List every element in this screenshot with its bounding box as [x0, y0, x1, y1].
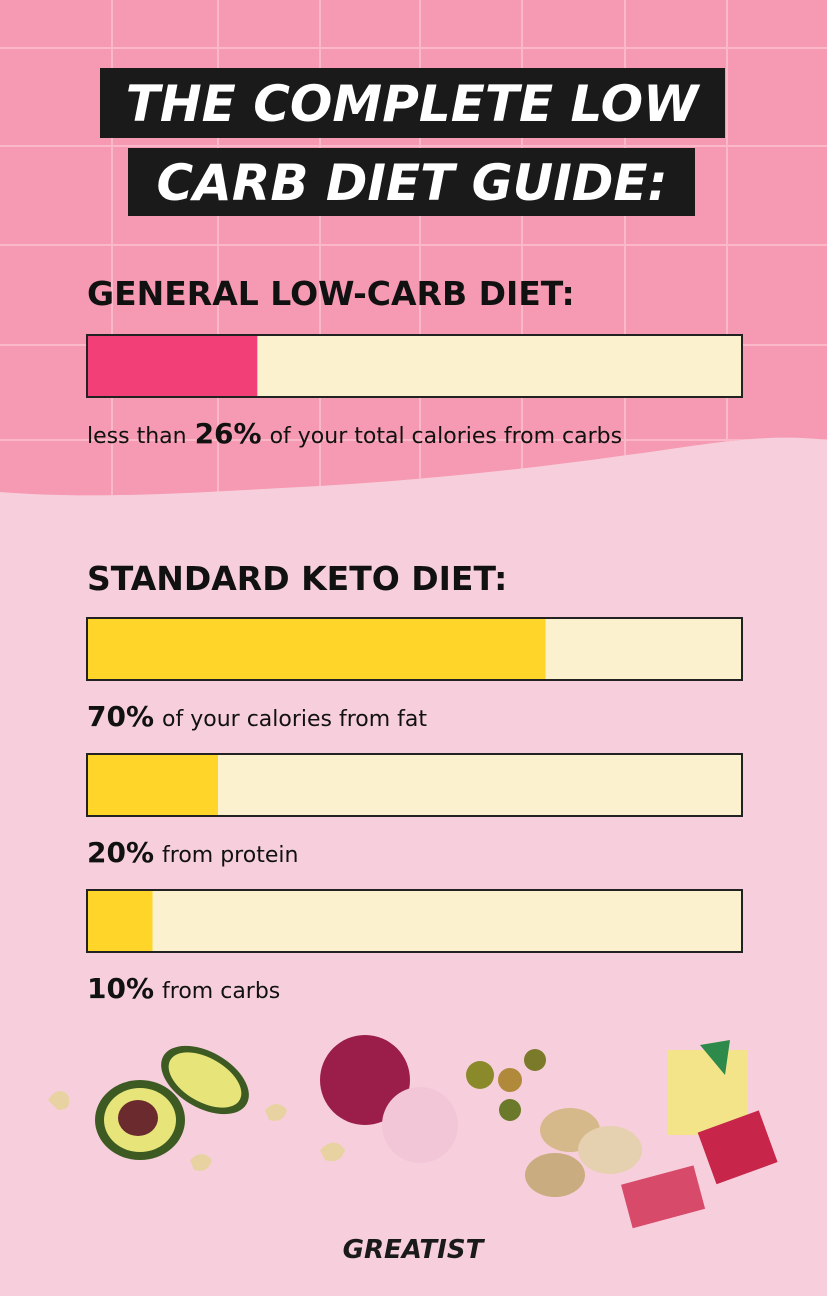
caption-text: of your total calories from carbs: [270, 424, 623, 449]
caption-value: 10%: [87, 972, 154, 1005]
bar-caption: 10% from carbs: [87, 972, 280, 1005]
bar-border: [86, 617, 743, 681]
content: GENERAL LOW-CARB DIET: less than 26% of you…: [86, 274, 743, 1005]
section-heading: GENERAL LOW-CARB DIET:: [87, 274, 575, 313]
bar-fill: [87, 890, 153, 952]
title: THE COMPLETE LOW: [126, 75, 701, 133]
section-heading: STANDARD KETO DIET:: [87, 559, 507, 598]
bar-fill: [87, 754, 218, 816]
bar-fill: [87, 335, 258, 397]
logo: GREATIST: [343, 1235, 486, 1265]
bar-border: [86, 334, 743, 398]
food-illustration: [48, 1035, 778, 1229]
bar-border: [86, 753, 743, 817]
caption-text: from carbs: [162, 979, 280, 1004]
title-box: [128, 148, 695, 216]
bar-border: [86, 889, 743, 953]
bar-track: [87, 890, 742, 952]
bar-caption: 20% from protein: [87, 836, 298, 869]
caption-value: 20%: [87, 836, 154, 869]
bar-caption: 70% of your calories from fat: [87, 700, 427, 733]
caption-value: 70%: [87, 700, 154, 733]
caption-text: less than: [87, 424, 187, 449]
caption-value: 26%: [195, 417, 262, 450]
caption-text: from protein: [162, 843, 298, 868]
caption-text: of your calories from fat: [162, 707, 427, 732]
title-box: [100, 68, 725, 138]
bar-caption: less than 26% of your total calories from …: [87, 417, 622, 450]
title: CARB DIET GUIDE:: [156, 154, 667, 212]
bar-fill: [87, 618, 546, 680]
